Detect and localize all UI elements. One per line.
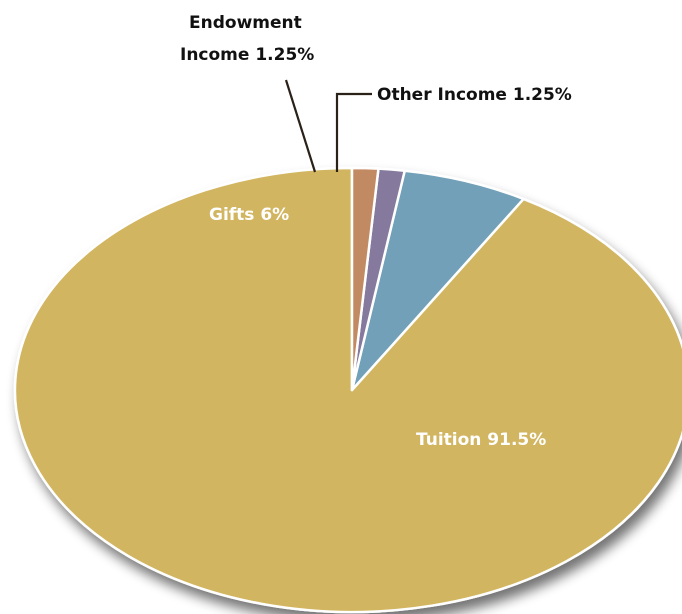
endowment-label-line1: Endowment [189, 13, 302, 33]
other-income-label: Other Income 1.25% [377, 85, 572, 105]
tuition-label: Tuition 91.5% [416, 430, 546, 450]
other-income-leader-line [335, 92, 372, 172]
pie-slice-other-income [350, 166, 380, 392]
endowment-leader-line [284, 79, 317, 173]
gifts-label: Gifts 6% [209, 205, 289, 225]
pie-slices [13, 166, 682, 614]
endowment-label-line2: Income 1.25% [180, 45, 314, 65]
pie-slice-tuition [13, 166, 682, 614]
pie-slice-gifts [350, 169, 525, 392]
